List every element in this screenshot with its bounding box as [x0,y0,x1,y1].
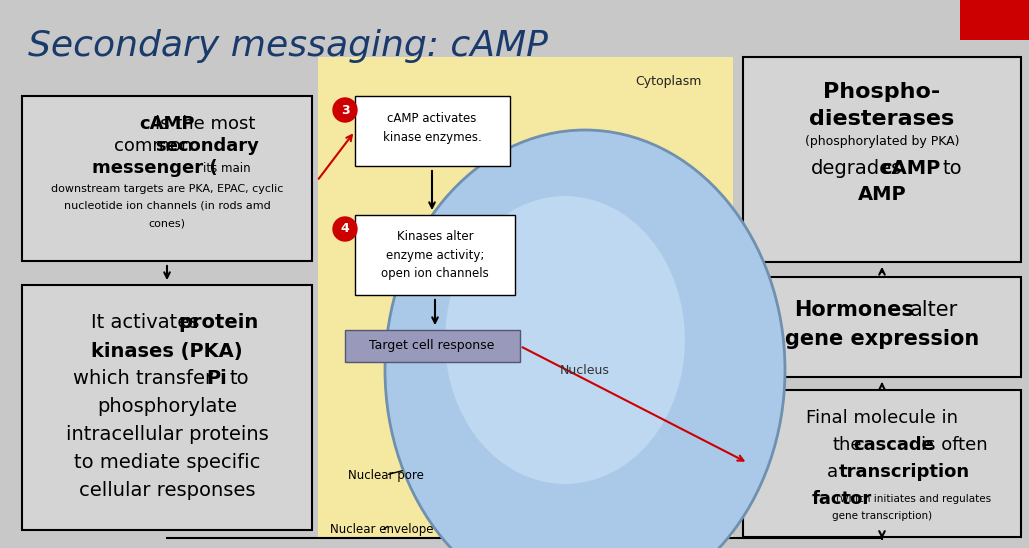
Text: downstream targets are PKA, EPAC, cyclic: downstream targets are PKA, EPAC, cyclic [50,184,283,194]
Circle shape [333,217,357,241]
Text: (which initiates and regulates: (which initiates and regulates [837,494,992,504]
Text: is the most: is the most [154,115,255,133]
Text: factor: factor [812,490,873,508]
Bar [355,96,510,166]
Text: a: a [826,463,838,481]
Text: Cytoplasm: Cytoplasm [635,76,701,88]
Bar [960,0,1029,40]
Text: kinase enzymes.: kinase enzymes. [383,132,482,145]
Bar [22,96,312,261]
Bar [743,277,1021,377]
Text: gene expression: gene expression [785,329,980,349]
Text: diesterases: diesterases [810,109,955,129]
Text: messenger (: messenger ( [93,159,218,177]
Ellipse shape [385,130,785,548]
Text: which transfer: which transfer [73,369,213,389]
Text: cascade: cascade [854,436,934,454]
Text: Nuclear pore: Nuclear pore [348,469,424,482]
Text: 4: 4 [341,222,350,236]
Text: to mediate specific: to mediate specific [74,454,260,472]
Bar [355,215,514,295]
Text: its main: its main [203,162,251,174]
Bar [318,57,733,537]
Text: 3: 3 [341,104,349,117]
Text: Phospho-: Phospho- [823,82,941,102]
Bar [345,330,520,362]
Text: common: common [114,137,192,155]
Text: Kinases alter: Kinases alter [397,231,473,243]
Text: cAMP activates: cAMP activates [387,111,476,124]
Text: to: to [943,159,962,179]
Text: Target cell response: Target cell response [369,340,495,352]
Text: Nucleus: Nucleus [560,363,610,376]
Text: cellular responses: cellular responses [79,482,255,500]
Circle shape [333,98,357,122]
Text: It activates: It activates [91,313,200,333]
Text: AMP: AMP [858,185,907,203]
Text: open ion channels: open ion channels [381,266,489,279]
Text: to: to [229,369,249,389]
Text: cAMP: cAMP [880,159,941,179]
Text: the: the [832,436,861,454]
Text: degrades: degrades [812,159,902,179]
Ellipse shape [445,196,685,484]
Text: (phosphorylated by PKA): (phosphorylated by PKA) [805,135,959,149]
Text: Hormones: Hormones [794,300,914,320]
Text: cAMP: cAMP [139,115,194,133]
Text: cones): cones) [148,218,185,228]
Text: Final molecule in: Final molecule in [806,409,958,427]
Text: alter: alter [910,300,958,320]
Text: secondary: secondary [155,137,259,155]
Text: gene transcription): gene transcription) [831,511,932,521]
Bar [743,390,1021,537]
Text: protein: protein [179,313,259,333]
Text: phosphorylate: phosphorylate [97,397,237,416]
Text: Nuclear envelope: Nuclear envelope [330,523,433,536]
Text: nucleotide ion channels (in rods amd: nucleotide ion channels (in rods amd [64,201,271,211]
Text: intracellular proteins: intracellular proteins [66,425,269,444]
Bar [22,285,312,530]
Text: enzyme activity;: enzyme activity; [386,248,485,261]
Text: kinases (PKA): kinases (PKA) [92,341,243,361]
Text: is often: is often [921,436,987,454]
Text: Secondary messaging: cAMP: Secondary messaging: cAMP [28,29,547,63]
Text: Pi: Pi [207,369,227,389]
Text: transcription: transcription [839,463,969,481]
Bar [743,57,1021,262]
